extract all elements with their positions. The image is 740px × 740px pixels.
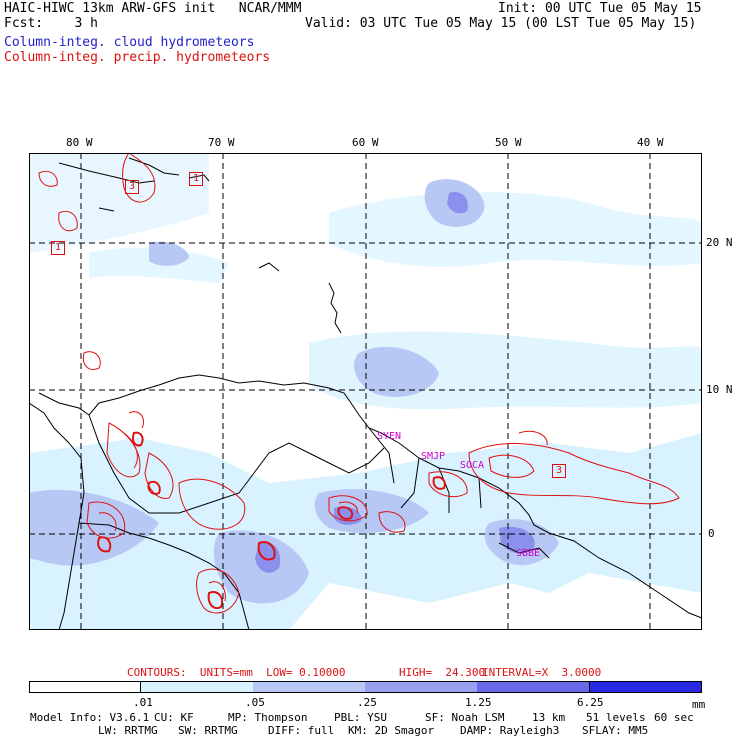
colorbar bbox=[29, 681, 702, 693]
precip-contours-heavy bbox=[97, 431, 446, 609]
colorbar-bin-2 bbox=[141, 681, 253, 693]
footer-pbl: PBL: YSU bbox=[334, 711, 387, 724]
colorbar-label-3: .25 bbox=[357, 696, 377, 709]
contour-box-3b: 3 bbox=[552, 464, 566, 478]
footer-lw: LW: RRTMG bbox=[98, 724, 158, 737]
cloud-field-label: Column-integ. cloud hydrometeors bbox=[4, 35, 255, 50]
plot-title: HAIC-HIWC 13km ARW-GFS init NCAR/MMM bbox=[4, 1, 302, 16]
colorbar-bin-5 bbox=[477, 681, 589, 693]
footer-cu: CU: KF bbox=[154, 711, 194, 724]
footer-diff: DIFF: full bbox=[268, 724, 335, 737]
station-sbbe: SBBE bbox=[516, 548, 541, 559]
footer-km: KM: 2D Smagor bbox=[348, 724, 435, 737]
coastlines bbox=[29, 157, 702, 630]
lon-label-80w: 80 W bbox=[66, 136, 93, 149]
footer-res: 13 km bbox=[532, 711, 566, 724]
footer-sec: 60 sec bbox=[654, 711, 694, 724]
precip-field-label: Column-integ. precip. hydrometeors bbox=[4, 50, 271, 65]
lat-label-20n: 20 N bbox=[706, 236, 733, 249]
station-syen: SYEN bbox=[377, 431, 402, 442]
footer-model: Model Info: V3.6.1 bbox=[30, 711, 150, 724]
cloud-shading-medium bbox=[29, 179, 559, 604]
contour-box-3a: 3 bbox=[125, 180, 139, 194]
map-graphic bbox=[29, 153, 702, 630]
station-soca: SOCA bbox=[460, 460, 485, 471]
contours-info: CONTOURS: UNITS=mm LOW= 0.10000 bbox=[127, 666, 346, 679]
colorbar-unit: mm bbox=[692, 698, 706, 711]
colorbar-bin-6 bbox=[589, 681, 702, 693]
contour-box-1a: 1 bbox=[189, 172, 203, 186]
precip-contours bbox=[38, 153, 680, 614]
lon-label-60w: 60 W bbox=[352, 136, 379, 149]
valid-time: Valid: 03 UTC Tue 05 May 15 (00 LST Tue … bbox=[305, 16, 697, 31]
footer-sflay: SFLAY: MM5 bbox=[582, 724, 649, 737]
map-panel: 1 3 1 3 SYEN SMJP SOCA SBBE bbox=[29, 153, 702, 630]
colorbar-label-4: 1.25 bbox=[465, 696, 492, 709]
colorbar-label-1: .01 bbox=[133, 696, 153, 709]
init-time: Init: 00 UTC Tue 05 May 15 bbox=[498, 1, 702, 16]
lon-label-70w: 70 W bbox=[208, 136, 235, 149]
footer-mp: MP: Thompson bbox=[228, 711, 308, 724]
contours-interval: INTERVAL=X 3.0000 bbox=[482, 666, 602, 679]
station-smjp: SMJP bbox=[421, 451, 446, 462]
lat-label-0: 0 bbox=[708, 527, 715, 540]
lat-label-10n: 10 N bbox=[706, 383, 733, 396]
lon-label-40w: 40 W bbox=[637, 136, 664, 149]
footer-levels: 51 levels bbox=[586, 711, 646, 724]
contour-box-1b: 1 bbox=[51, 241, 65, 255]
footer-sf: SF: Noah LSM bbox=[425, 711, 505, 724]
colorbar-label-2: .05 bbox=[245, 696, 265, 709]
footer-sw: SW: RRTMG bbox=[178, 724, 238, 737]
colorbar-label-5: 6.25 bbox=[577, 696, 604, 709]
forecast-hour: Fcst: 3 h bbox=[4, 16, 98, 31]
colorbar-bin-3 bbox=[253, 681, 365, 693]
colorbar-bin-4 bbox=[365, 681, 477, 693]
lon-label-50w: 50 W bbox=[495, 136, 522, 149]
footer-damp: DAMP: Rayleigh3 bbox=[460, 724, 560, 737]
contours-high: HIGH= 24.300 bbox=[399, 666, 486, 679]
colorbar-bin-1 bbox=[29, 681, 141, 693]
